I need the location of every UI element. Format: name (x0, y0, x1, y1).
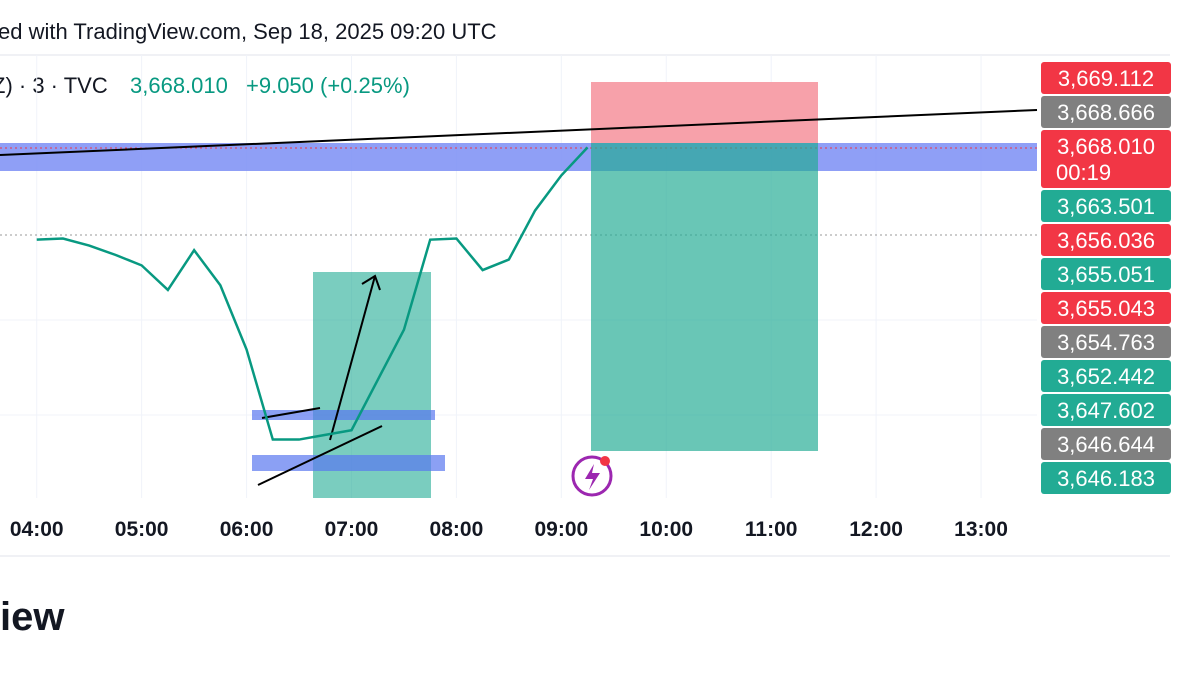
x-tick-label: 05:00 (115, 518, 169, 541)
x-tick-label: 12:00 (849, 518, 903, 541)
stop-zone (591, 82, 818, 143)
event-icon (571, 455, 613, 497)
header: ed with TradingView.com, Sep 18, 2025 09… (0, 19, 497, 44)
price-label-bg (1041, 292, 1171, 324)
last-price: 3,668.010 (130, 73, 228, 98)
price-label-bg (1041, 96, 1171, 128)
zone (0, 143, 1037, 171)
price-label-bg (1041, 130, 1171, 188)
price-label: 3,646.183 (1057, 466, 1155, 491)
price-label: 3,647.602 (1057, 398, 1155, 423)
zone (252, 455, 445, 471)
price-label: 3,652.442 (1057, 364, 1155, 389)
price-label: 3,669.112 (1058, 66, 1154, 91)
x-tick-label: 07:00 (325, 518, 379, 541)
price-label: 3,656.036 (1057, 228, 1155, 253)
footer: iew (0, 595, 65, 639)
price-label-bg (1041, 326, 1171, 358)
price-label-bg (1041, 428, 1171, 460)
price-label-bg (1041, 224, 1171, 256)
price-label-bg (1041, 360, 1171, 392)
change: +9.050 (+0.25%) (246, 73, 410, 98)
trend-line (261, 407, 321, 419)
price-label: 3,646.644 (1057, 432, 1155, 457)
price-label-bg (1041, 394, 1171, 426)
event-dot (600, 456, 610, 466)
price-label: 3,663.501 (1057, 194, 1155, 219)
x-tick-label: 08:00 (430, 518, 484, 541)
price-label-bg (1041, 462, 1171, 494)
event-icon (585, 464, 600, 490)
x-tick-label: 10:00 (639, 518, 693, 541)
zone (252, 410, 435, 420)
arrow (329, 275, 376, 441)
target-zone (591, 143, 818, 451)
x-tick-label: 06:00 (220, 518, 274, 541)
trend-line (0, 109, 1038, 156)
symbol: Z) · 3 · TVC (0, 73, 108, 98)
price-countdown: 00:19 (1056, 160, 1111, 185)
price-line-series (36, 146, 589, 441)
price-label-bg (1041, 62, 1171, 94)
x-tick-label: 04:00 (10, 518, 64, 541)
price-label-bg (1041, 190, 1171, 222)
x-tick-label: 09:00 (534, 518, 588, 541)
x-tick-label: 13:00 (954, 518, 1008, 541)
price-label-bg (1041, 258, 1171, 290)
trend-line (257, 425, 383, 486)
price-label: 3,668.666 (1057, 100, 1155, 125)
price-label: 3,668.010 (1057, 134, 1155, 159)
price-label: 3,655.043 (1057, 296, 1155, 321)
x-tick-label: 11:00 (745, 518, 798, 541)
price-label: 3,654.763 (1057, 330, 1155, 355)
price-label: 3,655.051 (1057, 262, 1155, 287)
arrow-head (361, 274, 381, 291)
